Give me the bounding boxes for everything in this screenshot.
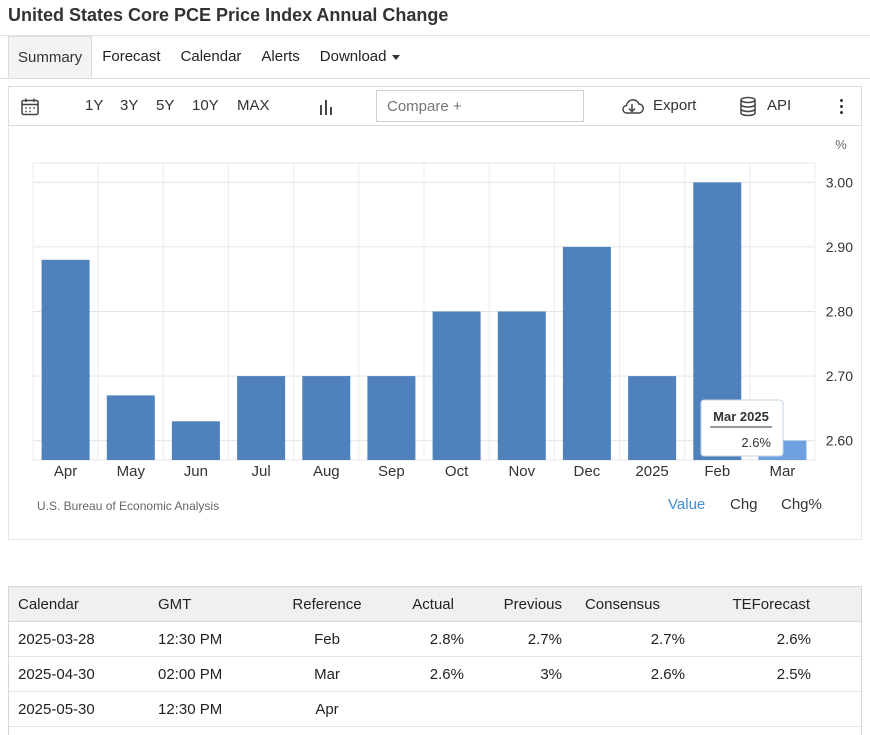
range-max-button[interactable]: MAX	[237, 97, 270, 114]
range-1y-button[interactable]: 1Y	[85, 97, 104, 114]
y-axis-labels: 3.00 2.90 2.80 2.70 2.60	[826, 174, 853, 448]
chart-grid	[32, 162, 816, 461]
tabs-divider	[0, 78, 870, 79]
x-tick-label: Mar	[769, 463, 795, 480]
y-axis-unit: %	[835, 137, 847, 152]
cell-reference: Apr	[268, 691, 386, 727]
tab-calendar[interactable]: Calendar	[180, 48, 242, 65]
tab-alerts[interactable]: Alerts	[261, 48, 300, 65]
tooltip-value: 2.6%	[741, 435, 771, 450]
tab-download-label: Download	[319, 48, 387, 65]
bar-jul[interactable]	[237, 376, 286, 460]
page-title: United States Core PCE Price Index Annua…	[8, 5, 449, 25]
x-tick-label: Feb	[704, 463, 730, 480]
bar-may[interactable]	[106, 395, 155, 460]
table-row: 2025-04-30 02:00 PM Mar 2.6% 3% 2.6% 2.5…	[8, 656, 862, 692]
chg-percent-tab[interactable]: Chg%	[781, 496, 822, 513]
x-tick-label: Apr	[54, 463, 77, 480]
value-tab[interactable]: Value	[668, 496, 706, 513]
x-tick-label: 2025	[635, 463, 668, 480]
tooltip-title: Mar 2025	[713, 409, 769, 424]
tab-summary[interactable]: Summary	[8, 36, 93, 78]
range-5y-button[interactable]: 5Y	[156, 97, 175, 114]
export-button[interactable]: Export	[653, 97, 697, 114]
cell-date: 2025-04-30	[8, 656, 148, 692]
cell-teforecast	[698, 691, 862, 727]
cell-date: 2025-03-28	[8, 621, 148, 657]
col-header-actual: Actual	[386, 586, 476, 622]
x-tick-label: Dec	[574, 463, 601, 480]
chart-source: U.S. Bureau of Economic Analysis	[37, 499, 220, 513]
x-tick-label: Aug	[313, 463, 340, 480]
x-tick-label: Jun	[184, 463, 208, 480]
col-header-reference: Reference	[268, 586, 386, 622]
calendar-table: Calendar GMT Reference Actual Previous C…	[8, 586, 862, 727]
x-tick-label: Nov	[508, 463, 535, 480]
tooltip-box	[700, 399, 784, 457]
x-tick-label: Sep	[378, 463, 405, 480]
cell-actual: 2.8%	[386, 621, 476, 657]
y-tick-label: 2.80	[826, 304, 853, 320]
x-tick-label: May	[117, 463, 146, 480]
table-row: 2025-03-28 12:30 PM Feb 2.8% 2.7% 2.7% 2…	[8, 621, 862, 657]
col-header-gmt: GMT	[148, 586, 268, 622]
calendar-icon[interactable]	[20, 97, 40, 117]
col-header-teforecast: TEForecast	[698, 586, 862, 622]
bar-apr[interactable]	[41, 259, 90, 460]
col-header-previous: Previous	[476, 586, 576, 622]
bar-chart: Apr May Jun Jul Aug Sep Oct Nov Dec 2025 Feb Mar 3.…	[32, 137, 853, 480]
y-tick-label: 2.70	[826, 368, 853, 384]
title-divider	[0, 35, 870, 36]
chart-toolbar: 1Y 3Y 5Y 10Y MAX Export API	[8, 86, 862, 126]
x-axis-labels: Apr May Jun Jul Aug Sep Oct Nov Dec 2025 Feb Mar	[54, 463, 795, 480]
cell-gmt: 12:30 PM	[148, 621, 268, 657]
bar-dec[interactable]	[562, 246, 611, 460]
cell-reference: Feb	[268, 621, 386, 657]
bar-chart-icon[interactable]	[318, 98, 336, 116]
cell-reference: Mar	[268, 656, 386, 692]
tab-download[interactable]: Download	[310, 36, 411, 78]
more-vert-icon[interactable]	[834, 99, 848, 115]
chart-panel	[8, 126, 862, 540]
bar-sep[interactable]	[367, 376, 416, 460]
table-header-row: Calendar GMT Reference Actual Previous C…	[8, 586, 862, 622]
x-tick-label: Oct	[445, 463, 469, 480]
cell-previous: 2.7%	[476, 621, 576, 657]
cell-consensus	[576, 691, 698, 727]
bar-oct[interactable]	[432, 311, 481, 461]
tab-forecast[interactable]: Forecast	[102, 48, 161, 65]
cell-date: 2025-05-30	[8, 691, 148, 727]
cell-consensus: 2.7%	[576, 621, 698, 657]
cell-teforecast: 2.5%	[698, 656, 862, 692]
compare-input[interactable]	[376, 90, 584, 122]
chg-tab[interactable]: Chg	[730, 496, 758, 513]
cell-gmt: 12:30 PM	[148, 691, 268, 727]
y-tick-label: 3.00	[826, 174, 853, 190]
x-tick-label: Jul	[252, 463, 271, 480]
table-row: 2025-05-30 12:30 PM Apr	[8, 691, 862, 727]
caret-down-icon	[392, 54, 401, 60]
cell-actual	[386, 691, 476, 727]
cell-gmt: 02:00 PM	[148, 656, 268, 692]
cell-actual: 2.6%	[386, 656, 476, 692]
cell-previous	[476, 691, 576, 727]
bar-jun[interactable]	[171, 421, 220, 460]
bar-2025[interactable]	[628, 376, 677, 460]
api-button[interactable]: API	[767, 97, 792, 114]
cell-previous: 3%	[476, 656, 576, 692]
y-tick-label: 2.60	[826, 433, 853, 449]
range-10y-button[interactable]: 10Y	[192, 97, 219, 114]
col-header-consensus: Consensus	[576, 586, 698, 622]
cell-teforecast: 2.6%	[698, 621, 862, 657]
bar-nov[interactable]	[497, 311, 546, 461]
col-header-calendar: Calendar	[8, 586, 148, 622]
chart-tooltip: Mar 2025 2.6%	[700, 399, 784, 457]
y-tick-label: 2.90	[826, 239, 853, 255]
cell-consensus: 2.6%	[576, 656, 698, 692]
range-3y-button[interactable]: 3Y	[120, 97, 139, 114]
database-icon[interactable]	[739, 96, 757, 118]
bar-aug[interactable]	[302, 376, 351, 460]
tab-bar: Summary Forecast Calendar Alerts Downloa…	[8, 36, 410, 78]
cloud-download-icon[interactable]	[619, 97, 645, 117]
